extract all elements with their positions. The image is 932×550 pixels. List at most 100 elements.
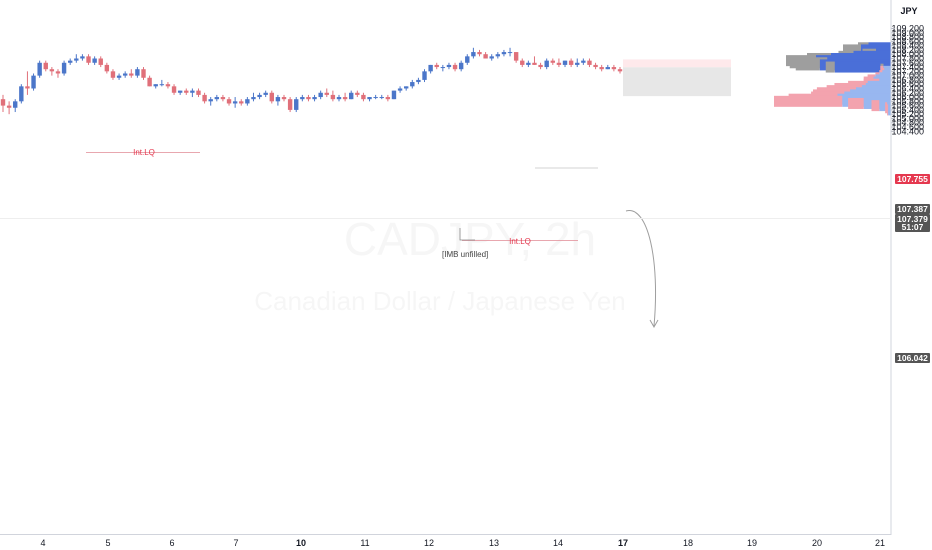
candle-body — [318, 92, 323, 98]
candle-body — [471, 52, 476, 57]
price-tick-label: 108.800 — [891, 32, 924, 42]
candle-body — [458, 62, 464, 70]
candle-body — [263, 92, 268, 95]
watermark-subtitle: Canadian Dollar / Japanese Yen — [254, 286, 626, 316]
currency-label: JPY — [900, 6, 917, 16]
price-tag-label: 107.379 — [897, 214, 928, 224]
candle-body — [275, 97, 281, 102]
price-tick-label: 107.800 — [891, 53, 924, 63]
candle-body — [147, 77, 152, 87]
candle-body — [49, 69, 55, 72]
price-tag-label: 107.755 — [897, 174, 928, 184]
time-tick-label: 19 — [747, 538, 757, 548]
candle-body — [257, 94, 262, 98]
candle-body — [403, 86, 409, 89]
price-tag — [895, 174, 930, 184]
price-tick-label: 107.600 — [891, 58, 924, 68]
annotations: Int.LQ Int.LQ [IMB unfilled] — [86, 148, 598, 259]
candle-body — [507, 52, 513, 54]
candles — [0, 47, 623, 115]
projection-arrow — [625, 210, 657, 327]
price-tick-label: 107.200 — [891, 66, 924, 76]
trade-zones — [623, 59, 731, 329]
price-tick-label: 107.000 — [891, 71, 924, 81]
candle-body — [135, 69, 140, 76]
candle-body — [19, 86, 24, 102]
candle-body — [269, 92, 274, 102]
candle-body — [355, 92, 360, 95]
candle-body — [581, 60, 586, 63]
candle-body — [465, 56, 470, 63]
candle-body — [300, 97, 305, 100]
candle-body — [74, 58, 79, 61]
time-tick-label: 10 — [296, 538, 306, 548]
candle-body — [202, 94, 207, 102]
price-tick-label: 105.800 — [891, 96, 924, 106]
candle-body — [550, 60, 556, 63]
candle-body — [489, 56, 494, 59]
price-tick-label: 106.200 — [891, 88, 924, 98]
candle-body — [428, 64, 433, 72]
candle-body — [544, 60, 549, 68]
candle-body — [86, 56, 91, 63]
candle-body — [483, 54, 488, 59]
price-tick-label: 108.200 — [891, 45, 924, 55]
price-tick-label: 105.000 — [891, 113, 924, 123]
candle-body — [281, 97, 287, 100]
candle-body — [330, 94, 336, 100]
candle-body — [617, 69, 623, 72]
candle-body — [501, 52, 507, 55]
time-tick-label: 21 — [875, 538, 885, 548]
price-tick-label: 104.400 — [891, 126, 924, 136]
volume-bar-down — [885, 102, 888, 114]
candle-body — [410, 82, 415, 87]
price-tick-label: 108.400 — [891, 41, 924, 51]
price-tick-label: 109.200 — [891, 24, 924, 34]
volume-bar-down — [848, 97, 864, 109]
candle-body — [55, 71, 61, 74]
candle-body — [312, 97, 317, 100]
candle-body — [593, 64, 598, 68]
time-tick-label: 17 — [618, 538, 628, 548]
liquidity-label: Int.LQ — [133, 148, 155, 157]
candle-body — [239, 101, 244, 104]
candle-body — [440, 67, 446, 69]
candle-body — [116, 75, 122, 78]
candle-body — [324, 92, 329, 95]
candle-body — [6, 105, 12, 108]
candle-body — [37, 62, 42, 76]
candle-body — [367, 97, 372, 100]
price-tick-label: 106.000 — [891, 92, 924, 102]
candle-body — [190, 90, 195, 93]
time-tick-label: 20 — [812, 538, 822, 548]
candle-body — [159, 84, 165, 86]
candle-body — [287, 99, 293, 110]
candle-body — [177, 90, 183, 93]
candle-body — [104, 64, 110, 72]
volume-bar-down — [825, 61, 835, 73]
candle-body — [232, 101, 238, 104]
watermark-title: CADJPY, 2h — [344, 213, 596, 265]
candle-body — [208, 99, 213, 102]
candle-body — [67, 60, 73, 63]
candle-body — [98, 58, 103, 65]
liquidity-label: Int.LQ — [509, 237, 531, 246]
time-tick-label: 7 — [233, 538, 238, 548]
imbalance-label: [IMB unfilled] — [442, 250, 488, 259]
time-axis[interactable]: 4 5 6 7 10 11 12 13 14 17 18 19 20 21 — [40, 538, 885, 548]
candle-body — [306, 97, 311, 100]
candle-body — [251, 97, 256, 100]
price-tick-label: 106.800 — [891, 75, 924, 85]
candle-body — [568, 60, 574, 65]
volume-bar-down — [795, 59, 820, 71]
candle-body — [61, 62, 67, 74]
candle-body — [110, 71, 116, 78]
candle-body — [538, 64, 543, 68]
candle-body — [575, 62, 580, 65]
price-axis[interactable]: JPY 109.200109.000108.800108.600108.4001… — [891, 6, 930, 363]
candle-body — [349, 92, 354, 100]
candle-body — [526, 62, 531, 65]
candle-body — [587, 60, 592, 65]
candle-body — [391, 90, 397, 100]
